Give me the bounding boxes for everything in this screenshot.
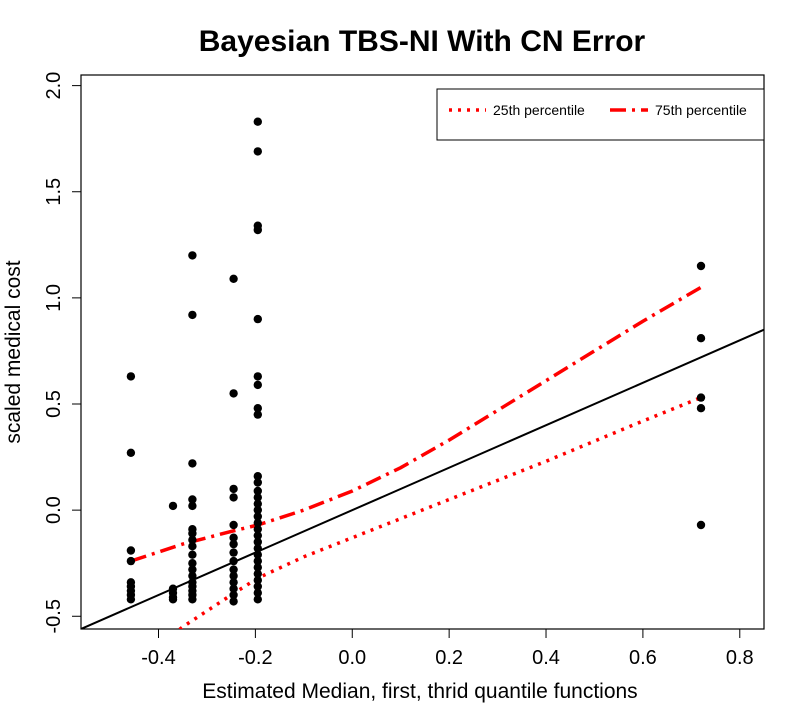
data-point bbox=[126, 556, 136, 566]
data-point bbox=[229, 274, 238, 283]
data-point bbox=[188, 501, 197, 511]
x-tick-label: 0.0 bbox=[338, 647, 366, 669]
data-point bbox=[253, 493, 262, 502]
data-point bbox=[188, 559, 197, 568]
data-point bbox=[168, 595, 178, 604]
legend-75th-label: 75th percentile bbox=[655, 102, 747, 118]
y-tick-label: 1.5 bbox=[43, 178, 65, 206]
data-point bbox=[168, 501, 178, 511]
data-point bbox=[229, 584, 238, 593]
data-point bbox=[696, 393, 706, 402]
data-point bbox=[229, 533, 238, 542]
data-point bbox=[696, 334, 706, 343]
data-point bbox=[229, 556, 238, 566]
x-axis: -0.4 -0.2 0.0 0.2 0.4 0.6 0.8 bbox=[141, 629, 754, 669]
data-point bbox=[188, 571, 197, 581]
data-point bbox=[188, 550, 197, 559]
data-point bbox=[253, 486, 262, 496]
data-point bbox=[696, 261, 706, 271]
data-point bbox=[253, 595, 262, 604]
data-point bbox=[253, 410, 262, 419]
data-point bbox=[253, 531, 262, 540]
y-axis-label: scaled medical cost bbox=[2, 260, 25, 443]
legend-25th-label: 25th percentile bbox=[493, 102, 585, 118]
y-tick-label: 2.0 bbox=[43, 72, 65, 100]
data-point bbox=[229, 548, 238, 557]
data-point bbox=[126, 595, 136, 604]
data-point bbox=[229, 597, 238, 606]
y-tick-label: 1.0 bbox=[43, 284, 65, 312]
data-point bbox=[188, 542, 197, 551]
data-point bbox=[253, 404, 262, 413]
data-point bbox=[126, 448, 136, 457]
data-point bbox=[229, 571, 238, 581]
data-point bbox=[696, 520, 706, 530]
data-point bbox=[253, 372, 262, 381]
line-median-fit bbox=[81, 328, 764, 629]
y-tick-label: -0.5 bbox=[43, 599, 65, 633]
x-tick-label: -0.2 bbox=[238, 647, 272, 669]
data-point bbox=[253, 512, 262, 521]
data-point bbox=[188, 565, 197, 574]
data-point bbox=[188, 535, 197, 545]
data-point bbox=[253, 544, 262, 553]
x-tick-label: 0.2 bbox=[435, 647, 463, 669]
chart-title: Bayesian TBS-NI With CN Error bbox=[199, 25, 646, 58]
y-tick-label: 0.0 bbox=[43, 496, 65, 524]
data-point bbox=[253, 147, 262, 156]
data-point bbox=[253, 525, 262, 534]
y-tick-label: 0.5 bbox=[43, 390, 65, 418]
data-point bbox=[188, 529, 197, 538]
data-point bbox=[229, 520, 238, 530]
data-point bbox=[126, 372, 136, 381]
data-point bbox=[188, 251, 197, 260]
data-point bbox=[253, 537, 262, 547]
legend: 25th percentile 75th percentile bbox=[436, 88, 765, 141]
data-point bbox=[188, 495, 197, 504]
legend-box bbox=[436, 88, 765, 141]
data-point bbox=[253, 518, 262, 528]
data-point bbox=[253, 472, 262, 481]
data-point bbox=[253, 314, 262, 324]
x-axis-label: Estimated Median, first, thrid quantile … bbox=[202, 680, 637, 703]
y-axis: -0.5 0.0 0.5 1.0 1.5 2.0 bbox=[43, 72, 81, 633]
data-point bbox=[229, 565, 238, 574]
plot-frame bbox=[80, 74, 765, 630]
data-point bbox=[696, 404, 706, 413]
data-point bbox=[188, 459, 197, 468]
data-point bbox=[126, 546, 136, 555]
data-point bbox=[229, 578, 238, 587]
data-point bbox=[253, 588, 262, 598]
data-point bbox=[253, 505, 262, 515]
data-point bbox=[188, 310, 197, 320]
points-layer bbox=[126, 117, 706, 606]
data-point bbox=[229, 389, 238, 398]
x-tick-label: 0.6 bbox=[629, 647, 657, 669]
data-point bbox=[253, 563, 262, 572]
data-point bbox=[253, 380, 262, 390]
data-point bbox=[229, 493, 238, 502]
x-tick-label: 0.4 bbox=[532, 647, 560, 669]
line-75th-percentile bbox=[130, 285, 702, 563]
data-point bbox=[253, 225, 262, 235]
data-point bbox=[253, 117, 262, 126]
data-point bbox=[253, 550, 262, 559]
lines-layer bbox=[81, 285, 764, 629]
data-point bbox=[253, 478, 262, 487]
x-tick-label: 0.8 bbox=[726, 647, 754, 669]
data-point bbox=[229, 484, 238, 494]
data-point bbox=[188, 595, 197, 604]
data-point bbox=[253, 499, 262, 508]
x-tick-label: -0.4 bbox=[141, 647, 175, 669]
data-point bbox=[253, 569, 262, 578]
data-point bbox=[253, 582, 262, 591]
data-point bbox=[253, 556, 262, 566]
data-point bbox=[229, 539, 238, 549]
data-point bbox=[253, 576, 262, 585]
data-point bbox=[229, 590, 238, 600]
